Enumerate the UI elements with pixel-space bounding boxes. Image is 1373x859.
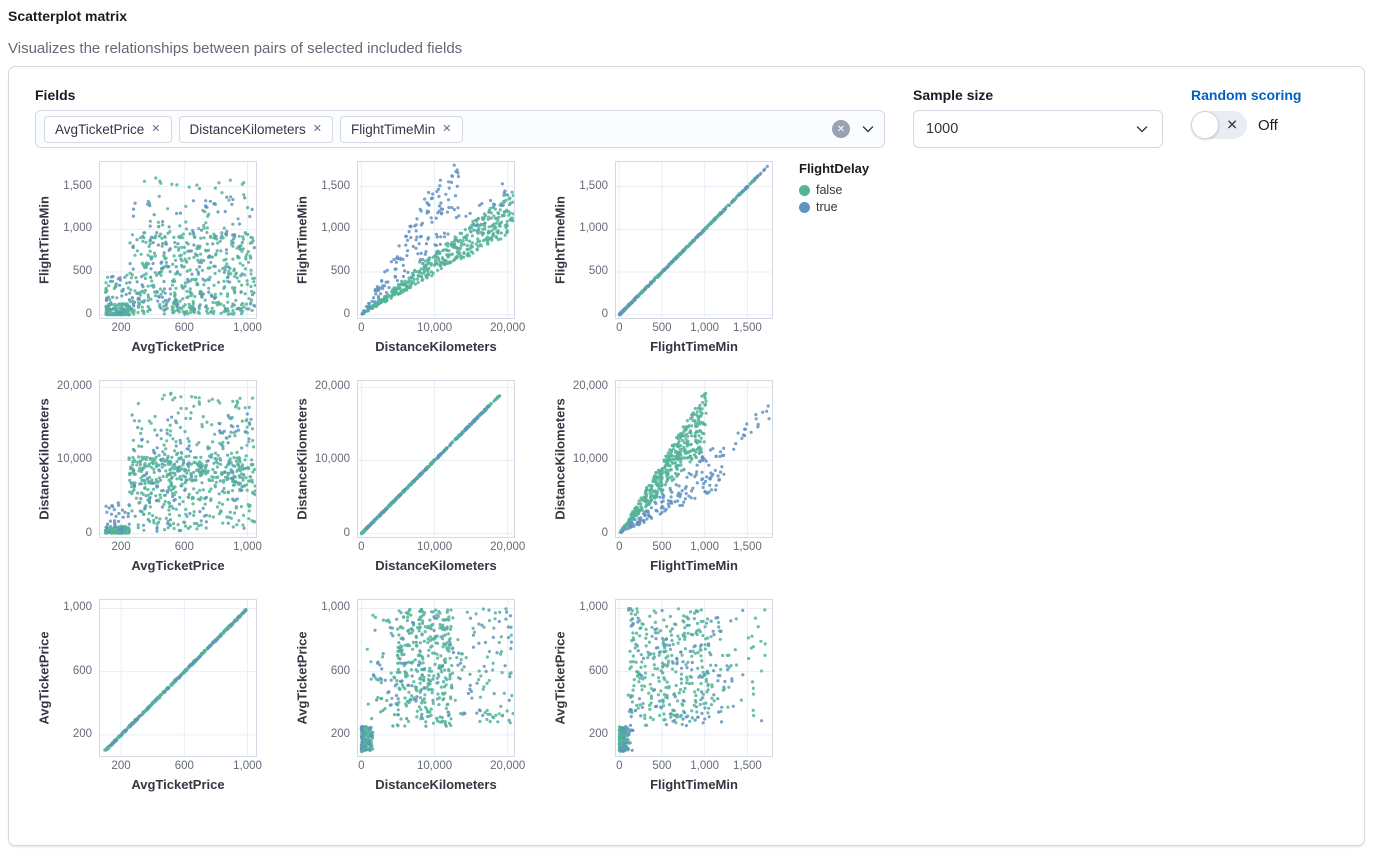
x-axis-title: AvgTicketPrice (131, 558, 225, 573)
x-axis-title: DistanceKilometers (375, 558, 497, 573)
field-pill-label: AvgTicketPrice (55, 121, 145, 137)
y-axis-title: FlightTimeMin (36, 196, 52, 284)
y-axis-title: AvgTicketPrice (294, 631, 310, 725)
scatter-plot (99, 599, 257, 757)
x-axis-title: FlightTimeMin (650, 558, 738, 573)
page-title: Scatterplot matrix (8, 8, 128, 24)
legend-item-true[interactable]: true (799, 200, 899, 214)
scatter-plot (357, 380, 515, 538)
scatter-plot (357, 599, 515, 757)
legend-swatch (799, 201, 810, 213)
scatter-panel-distancekilometers-vs-flighttimemin: DistanceKilometers 0 10,000 20,000 0 500 1,000… (551, 380, 779, 573)
y-axis-title: FlightTimeMin (294, 196, 310, 284)
x-axis-tick-labels: 0 10,000 20,000 (358, 322, 526, 334)
random-scoring-section: Random scoring ✕ Off (1191, 87, 1338, 139)
fields-combobox[interactable]: AvgTicketPrice ✕ DistanceKilometers ✕ Fl… (35, 110, 885, 148)
y-axis-title: FlightTimeMin (552, 196, 568, 284)
sample-size-label: Sample size (913, 87, 994, 103)
legend-item-false[interactable]: false (799, 183, 899, 197)
y-axis-tick-labels: 0 10,000 20,000 (314, 380, 350, 539)
scatter-panel-flighttimemin-vs-avgticketprice: FlightTimeMin 0 500 1,000 1,500 200 600 1,000 Av… (35, 161, 263, 354)
toggle-thumb (1191, 111, 1219, 139)
combobox-chevron-down-icon[interactable] (860, 121, 876, 137)
x-axis-title: DistanceKilometers (375, 777, 497, 792)
remove-field-icon[interactable]: ✕ (442, 122, 452, 135)
x-axis-tick-labels: 200 600 1,000 (111, 760, 262, 772)
page-subtitle: Visualizes the relationships between pai… (8, 40, 463, 57)
fields-section: Fields AvgTicketPrice ✕ DistanceKilomete… (35, 87, 885, 148)
scatter-panel-distancekilometers-vs-distancekilometers: DistanceKilometers 0 10,000 20,000 0 10,000 20… (293, 380, 526, 573)
x-axis-title: AvgTicketPrice (131, 777, 225, 792)
scatter-panel-flighttimemin-vs-flighttimemin: FlightTimeMin 0 500 1,000 1,500 0 500 1,000 1,50… (551, 161, 779, 354)
legend-label: false (816, 183, 843, 197)
field-pill-flighttimemin[interactable]: FlightTimeMin ✕ (340, 115, 463, 143)
scatterplot-matrix-panel: Fields AvgTicketPrice ✕ DistanceKilomete… (8, 66, 1365, 846)
select-chevron-down-icon (1134, 121, 1150, 137)
scatter-plot (99, 380, 257, 538)
chart-legend: FlightDelay false true (799, 161, 899, 217)
y-axis-tick-labels: 200 600 1,000 (321, 601, 350, 740)
field-pill-avgticketprice[interactable]: AvgTicketPrice ✕ (44, 115, 172, 143)
sample-size-section: Sample size 1000 (913, 87, 1163, 148)
scatter-panel-avgticketprice-vs-distancekilometers: AvgTicketPrice 200 600 1,000 0 10,000 20,000 Di… (293, 599, 526, 792)
y-axis-tick-labels: 0 500 1,000 1,500 (321, 179, 350, 320)
y-axis-tick-labels: 200 600 1,000 (579, 601, 608, 740)
y-axis-title: DistanceKilometers (552, 398, 568, 520)
x-axis-tick-labels: 200 600 1,000 (111, 541, 262, 553)
field-pill-label: DistanceKilometers (189, 121, 306, 137)
fields-label: Fields (35, 87, 76, 103)
remove-field-icon[interactable]: ✕ (312, 122, 323, 135)
random-scoring-state: Off (1258, 116, 1278, 134)
field-pill-distancekilometers[interactable]: DistanceKilometers ✕ (178, 115, 334, 143)
clear-all-fields-icon[interactable]: ✕ (832, 120, 850, 138)
legend-swatch (799, 184, 810, 196)
x-axis-tick-labels: 0 10,000 20,000 (358, 760, 526, 772)
y-axis-title: DistanceKilometers (294, 398, 310, 520)
legend-title: FlightDelay (799, 161, 870, 176)
toggle-off-cross-icon: ✕ (1226, 116, 1238, 133)
scatter-plot (615, 161, 773, 319)
y-axis-title: AvgTicketPrice (36, 631, 52, 725)
y-axis-tick-labels: 0 500 1,000 1,500 (63, 179, 92, 320)
x-axis-title: FlightTimeMin (650, 339, 738, 354)
x-axis-tick-labels: 0 500 1,000 1,500 (616, 322, 762, 334)
controls-row: Fields AvgTicketPrice ✕ DistanceKilomete… (35, 87, 1338, 148)
x-axis-tick-labels: 0 500 1,000 1,500 (616, 541, 762, 553)
random-scoring-label[interactable]: Random scoring (1191, 87, 1302, 103)
x-axis-title: FlightTimeMin (650, 777, 738, 792)
x-axis-tick-labels: 200 600 1,000 (111, 322, 262, 334)
y-axis-tick-labels: 0 500 1,000 1,500 (579, 179, 608, 320)
sample-size-value: 1000 (926, 121, 959, 137)
legend-label: true (816, 200, 838, 214)
scatter-panel-avgticketprice-vs-flighttimemin: AvgTicketPrice 200 600 1,000 0 500 1,000 1,500 F… (551, 599, 779, 792)
y-axis-tick-labels: 0 10,000 20,000 (56, 380, 92, 539)
x-axis-title: AvgTicketPrice (131, 339, 225, 354)
y-axis-tick-labels: 0 10,000 20,000 (572, 380, 608, 539)
scatter-panel-distancekilometers-vs-avgticketprice: DistanceKilometers 0 10,000 20,000 200 600 1,0… (35, 380, 263, 573)
remove-field-icon[interactable]: ✕ (151, 122, 161, 135)
sample-size-select[interactable]: 1000 (913, 110, 1163, 148)
y-axis-title: AvgTicketPrice (552, 631, 568, 725)
scatterplot-grid: FlightTimeMin 0 500 1,000 1,500 200 600 1,000 Av… (35, 161, 779, 792)
x-axis-tick-labels: 0 500 1,000 1,500 (616, 760, 762, 772)
scatter-panel-flighttimemin-vs-distancekilometers: FlightTimeMin 0 500 1,000 1,500 0 10,000 20,000… (293, 161, 526, 354)
y-axis-title: DistanceKilometers (36, 398, 52, 520)
scatter-plot (99, 161, 257, 319)
x-axis-title: DistanceKilometers (375, 339, 497, 354)
scatter-plot (357, 161, 515, 319)
random-scoring-toggle[interactable]: ✕ (1191, 111, 1247, 139)
y-axis-tick-labels: 200 600 1,000 (63, 601, 92, 740)
scatter-plot (615, 380, 773, 538)
scatter-panel-avgticketprice-vs-avgticketprice: AvgTicketPrice 200 600 1,000 200 600 1,000 AvgT… (35, 599, 263, 792)
charts-area: FlightTimeMin 0 500 1,000 1,500 200 600 1,000 Av… (35, 161, 1338, 792)
x-axis-tick-labels: 0 10,000 20,000 (358, 541, 526, 553)
fields-pill-list: AvgTicketPrice ✕ DistanceKilometers ✕ Fl… (44, 115, 832, 143)
field-pill-label: FlightTimeMin (351, 121, 436, 137)
scatter-plot (615, 599, 773, 757)
